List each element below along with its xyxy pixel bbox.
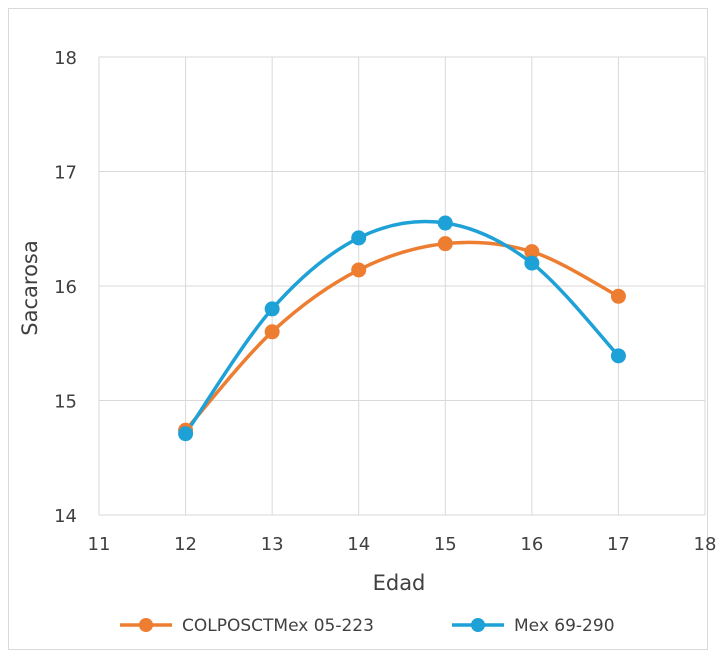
y-tick-label: 15 <box>54 392 77 413</box>
series-line-2 <box>183 219 621 436</box>
series-lines <box>183 219 621 436</box>
y-tick-label: 16 <box>54 277 77 298</box>
x-tick-label: 15 <box>434 534 457 555</box>
x-tick-label: 13 <box>261 534 284 555</box>
legend-label-1: COLPOSCTMex 05-223 <box>182 616 374 636</box>
y-tick-label: 14 <box>54 506 77 527</box>
data-point-series-1 <box>264 324 280 340</box>
data-point-series-2 <box>178 426 194 442</box>
data-point-series-2 <box>351 230 367 246</box>
data-point-series-2 <box>610 348 626 364</box>
x-axis-title: Edad <box>373 571 426 595</box>
x-tick-label: 11 <box>88 534 111 555</box>
y-tick-label: 18 <box>54 48 77 69</box>
legend-marker-2 <box>471 618 485 632</box>
gridlines <box>98 56 706 516</box>
legend-marker-1 <box>139 618 153 632</box>
series-points <box>178 215 626 442</box>
tick-labels: 11 12 13 14 15 16 17 18 14 15 16 17 18 <box>54 48 716 555</box>
data-point-series-1 <box>351 262 367 278</box>
chart-frame <box>8 8 708 650</box>
y-tick-label: 17 <box>54 163 77 184</box>
legend: COLPOSCTMex 05-223 Mex 69-290 <box>120 616 615 636</box>
x-tick-label: 16 <box>520 534 543 555</box>
y-axis-title: Sacarosa <box>18 240 42 335</box>
x-tick-label: 18 <box>694 534 717 555</box>
data-point-series-1 <box>437 236 453 252</box>
data-point-series-2 <box>264 301 280 317</box>
x-tick-label: 17 <box>607 534 630 555</box>
x-tick-label: 12 <box>174 534 197 555</box>
x-tick-label: 14 <box>347 534 370 555</box>
legend-label-2: Mex 69-290 <box>514 616 615 636</box>
data-point-series-1 <box>610 288 626 304</box>
data-point-series-2 <box>437 215 453 231</box>
data-point-series-2 <box>524 255 540 271</box>
